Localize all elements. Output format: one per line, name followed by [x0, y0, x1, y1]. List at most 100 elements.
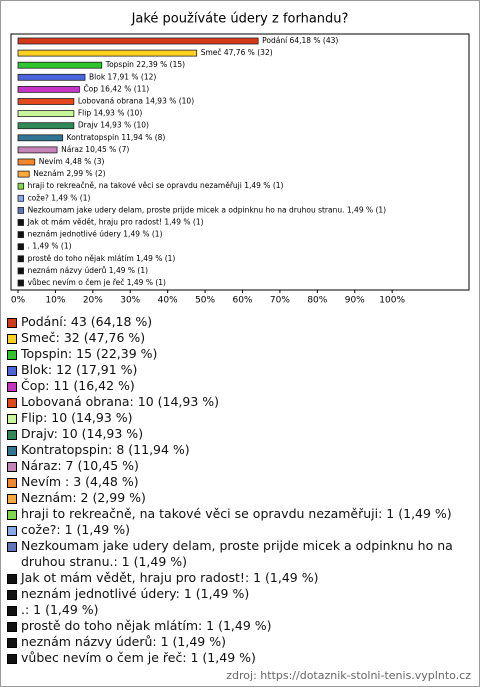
legend-label: prostě do toho nějak mlátím: 1 (1,49 %): [21, 618, 272, 633]
value-label: Topspin 22,39 % (15): [105, 60, 185, 69]
value-label: cože? 1,49 % (1): [28, 193, 91, 202]
x-tick-label: 30%: [120, 296, 140, 306]
value-label: prostě do toho nějak mlátím 1,49 % (1): [28, 254, 176, 263]
bar: [17, 206, 24, 214]
legend-swatch: [7, 414, 17, 424]
bar: [17, 86, 80, 93]
x-tick-label: 60%: [232, 296, 252, 306]
legend-label: Nezkoumam jake udery delam, proste prijd…: [21, 538, 453, 569]
legend: Podání: 43 (64,18 %) Smeč: 32 (47,76 %) To…: [7, 314, 473, 666]
value-label: hraji to rekreačně, na takové věci se op…: [28, 181, 284, 190]
legend-item: Flip: 10 (14,93 %): [7, 410, 473, 426]
legend-item: Topspin: 15 (22,39 %): [7, 346, 473, 362]
legend-label: cože?: 1 (1,49 %): [21, 522, 130, 537]
legend-swatch: [7, 430, 17, 440]
bar: [17, 73, 86, 81]
x-tick-label: 10%: [45, 296, 65, 306]
legend-swatch: [7, 350, 17, 360]
value-label: Flip 14,93 % (10): [78, 109, 142, 118]
legend-label: vůbec nevím o čem je řeč: 1 (1,49 %): [21, 650, 256, 665]
legend-label: Lobovaná obrana: 10 (14,93 %): [21, 394, 220, 409]
bar: [17, 170, 30, 178]
legend-label: Drajv: 10 (14,93 %): [21, 426, 144, 441]
bar: [17, 243, 24, 251]
legend-swatch: [7, 526, 17, 536]
legend-item: vůbec nevím o čem je řeč: 1 (1,49 %): [7, 650, 473, 666]
legend-item: Blok: 12 (17,91 %): [7, 362, 473, 378]
legend-swatch: [7, 542, 17, 552]
legend-swatch: [7, 654, 17, 664]
legend-label: hraji to rekreačně, na takové věci se op…: [21, 506, 452, 521]
value-label: Smeč 47,76 % (32): [201, 48, 273, 57]
chart: Jaké používáte údery z forhandu? 0% 10% 20…: [10, 12, 470, 306]
legend-label: Topspin: 15 (22,39 %): [21, 346, 158, 361]
x-tick-label: 80%: [307, 296, 327, 306]
legend-label: Flip: 10 (14,93 %): [21, 410, 133, 425]
value-label: Neznám 2,99 % (2): [33, 169, 105, 178]
legend-item: .: 1 (1,49 %): [7, 602, 473, 618]
value-label: Nezkoumam jake udery delam, proste prijd…: [28, 205, 387, 214]
bar: [17, 98, 75, 105]
legend-item: Kontratopspin: 8 (11,94 %): [7, 442, 473, 458]
legend-swatch: [7, 478, 17, 488]
plot-frame: [10, 33, 470, 291]
legend-swatch: [7, 398, 17, 408]
legend-item: Lobovaná obrana: 10 (14,93 %): [7, 394, 473, 410]
legend-item: neznám názvy úderů: 1 (1,49 %): [7, 634, 473, 650]
source: zdroj: https://dotaznik-stolni-tenis.vyp…: [226, 669, 471, 682]
value-label: Čop 16,42 % (11): [83, 84, 149, 93]
legend-swatch: [7, 574, 17, 584]
bar: [17, 182, 24, 190]
x-tick-label: 90%: [345, 296, 365, 306]
bar: [17, 37, 259, 45]
x-tick-label: 40%: [158, 296, 178, 306]
legend-item: Náraz: 7 (10,45 %): [7, 458, 473, 474]
value-label: Jak ot mám vědět, hraju pro radost! 1,49…: [27, 218, 204, 227]
legend-swatch: [7, 334, 17, 344]
legend-label: Náraz: 7 (10,45 %): [21, 458, 139, 473]
legend-swatch: [7, 606, 17, 616]
legend-label: Blok: 12 (17,91 %): [21, 362, 138, 377]
legend-label: .: 1 (1,49 %): [21, 602, 99, 617]
legend-item: Jak ot mám vědět, hraju pro radost!: 1 (…: [7, 570, 473, 586]
legend-label: Smeč: 32 (47,76 %): [21, 330, 146, 345]
legend-swatch: [7, 638, 17, 648]
bar: [17, 49, 198, 57]
bar: [17, 194, 24, 202]
legend-swatch: [7, 494, 17, 504]
legend-swatch: [7, 382, 17, 392]
bar: [17, 267, 24, 275]
legend-label: neznám názvy úderů: 1 (1,49 %): [21, 634, 226, 649]
legend-item: cože?: 1 (1,49 %): [7, 522, 473, 538]
value-label: Drajv 14,93 % (10): [78, 121, 149, 130]
legend-swatch: [7, 622, 17, 632]
value-label: . 1,49 % (1): [28, 242, 72, 251]
value-label: Podání 64,18 % (43): [262, 36, 338, 45]
bar: [17, 255, 24, 263]
legend-label: Kontratopspin: 8 (11,94 %): [21, 442, 190, 457]
legend-swatch: [7, 446, 17, 456]
x-tick-label: 0%: [11, 296, 26, 306]
bar: [17, 110, 75, 117]
legend-item: Neznám: 2 (2,99 %): [7, 490, 473, 506]
bar: [17, 134, 64, 142]
legend-item: Nevím : 3 (4,48 %): [7, 474, 473, 490]
legend-item: neznám jednotlivé údery: 1 (1,49 %): [7, 586, 473, 602]
bar: [17, 279, 24, 287]
x-tick-label: 70%: [270, 296, 290, 306]
legend-swatch: [7, 318, 17, 328]
legend-label: Nevím : 3 (4,48 %): [21, 474, 139, 489]
x-tick-label: 50%: [195, 296, 215, 306]
bar: [17, 61, 103, 69]
legend-item: Smeč: 32 (47,76 %): [7, 330, 473, 346]
value-label: Lobovaná obrana 14,93 % (10): [78, 97, 194, 106]
legend-item: prostě do toho nějak mlátím: 1 (1,49 %): [7, 618, 473, 634]
legend-swatch: [7, 510, 17, 520]
legend-label: Neznám: 2 (2,99 %): [21, 490, 146, 505]
bar: [17, 122, 75, 130]
bar: [17, 231, 24, 239]
bar: [17, 146, 58, 154]
legend-label: neznám jednotlivé údery: 1 (1,49 %): [21, 586, 250, 601]
bar: [17, 158, 36, 166]
